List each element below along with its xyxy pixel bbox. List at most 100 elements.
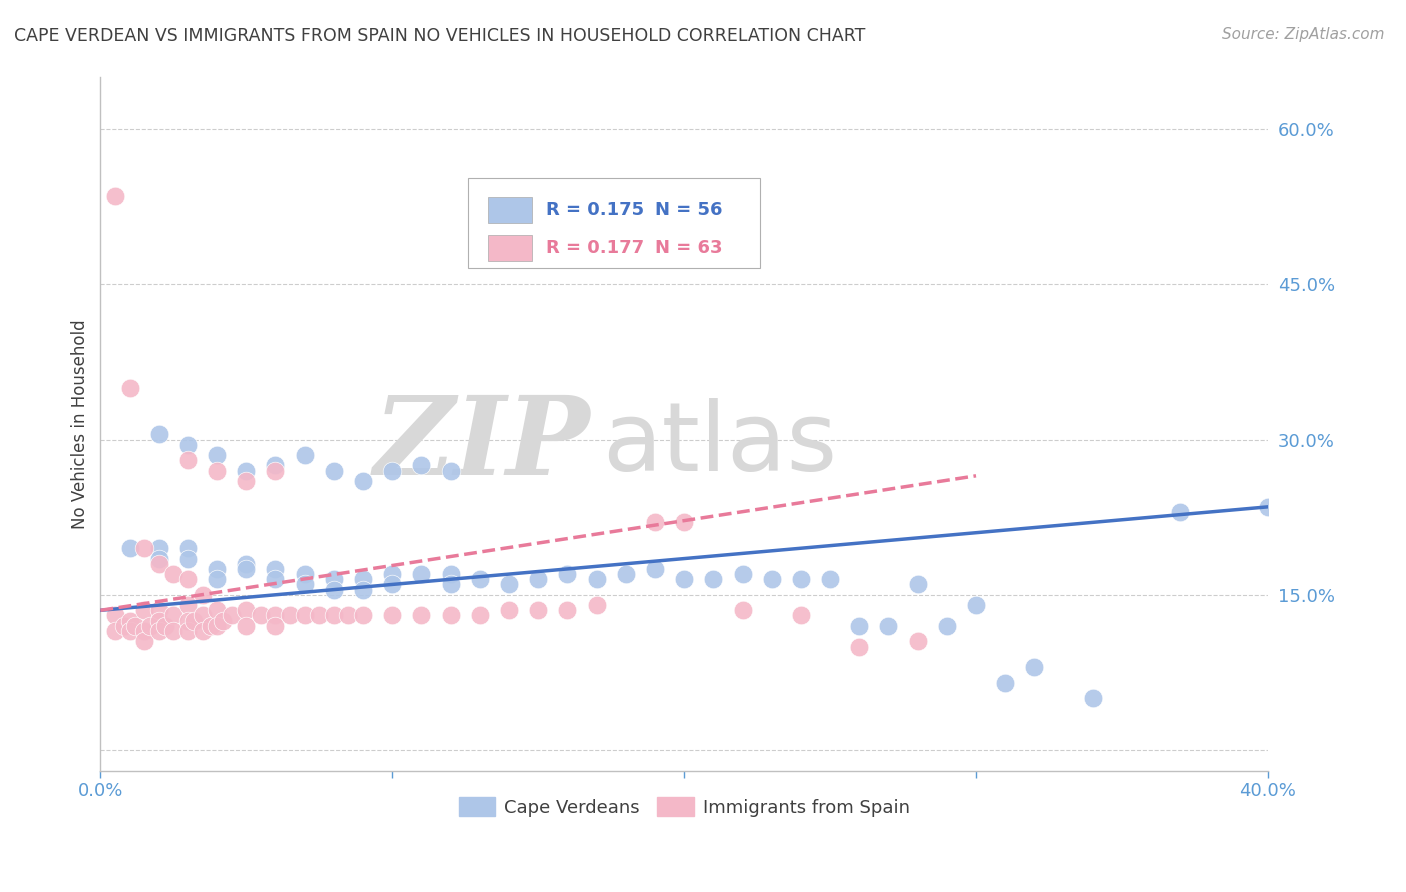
Point — [994, 675, 1017, 690]
Point — [1024, 660, 1046, 674]
Text: N = 56: N = 56 — [655, 201, 723, 219]
Point — [761, 572, 783, 586]
Point — [205, 464, 228, 478]
Point — [498, 577, 520, 591]
Text: R = 0.175: R = 0.175 — [547, 201, 644, 219]
Point — [177, 438, 200, 452]
Point — [439, 567, 461, 582]
Point — [124, 619, 146, 633]
Point — [148, 551, 170, 566]
Point — [527, 572, 550, 586]
Point — [118, 381, 141, 395]
Point — [162, 608, 184, 623]
Point — [877, 619, 900, 633]
Point — [907, 577, 929, 591]
Point — [177, 598, 200, 612]
Point — [235, 562, 257, 576]
Point — [965, 598, 987, 612]
Point — [177, 453, 200, 467]
Point — [381, 464, 404, 478]
Point — [352, 582, 374, 597]
Point — [322, 572, 344, 586]
Point — [468, 608, 491, 623]
Point — [139, 619, 162, 633]
FancyBboxPatch shape — [488, 196, 533, 223]
Text: N = 63: N = 63 — [655, 239, 723, 257]
Point — [134, 541, 156, 556]
Point — [818, 572, 841, 586]
FancyBboxPatch shape — [488, 235, 533, 261]
Text: ZIP: ZIP — [374, 391, 591, 499]
Point — [148, 557, 170, 571]
Point — [118, 541, 141, 556]
Point — [162, 567, 184, 582]
Point — [673, 516, 696, 530]
Point — [337, 608, 360, 623]
Point — [352, 572, 374, 586]
Y-axis label: No Vehicles in Household: No Vehicles in Household — [72, 319, 89, 529]
Point — [250, 608, 273, 623]
Point — [134, 624, 156, 638]
Point — [1081, 691, 1104, 706]
Point — [264, 464, 287, 478]
Point — [191, 588, 214, 602]
Point — [148, 427, 170, 442]
Point — [264, 572, 287, 586]
Point — [322, 464, 344, 478]
FancyBboxPatch shape — [468, 178, 761, 268]
Point — [162, 624, 184, 638]
Point — [264, 608, 287, 623]
Point — [848, 619, 870, 633]
Point — [134, 603, 156, 617]
Point — [235, 557, 257, 571]
Text: CAPE VERDEAN VS IMMIGRANTS FROM SPAIN NO VEHICLES IN HOUSEHOLD CORRELATION CHART: CAPE VERDEAN VS IMMIGRANTS FROM SPAIN NO… — [14, 27, 866, 45]
Point — [731, 567, 754, 582]
Point — [104, 608, 127, 623]
Text: Source: ZipAtlas.com: Source: ZipAtlas.com — [1222, 27, 1385, 42]
Point — [411, 608, 433, 623]
Point — [294, 567, 316, 582]
Point — [183, 614, 205, 628]
Point — [439, 464, 461, 478]
Text: atlas: atlas — [602, 399, 838, 491]
Point — [381, 577, 404, 591]
Point — [118, 614, 141, 628]
Point — [644, 562, 666, 576]
Point — [264, 458, 287, 473]
Point — [112, 619, 135, 633]
Point — [153, 619, 176, 633]
Point — [935, 619, 957, 633]
Point — [294, 577, 316, 591]
Point — [411, 567, 433, 582]
Point — [205, 448, 228, 462]
Point — [235, 474, 257, 488]
Point — [644, 516, 666, 530]
Legend: Cape Verdeans, Immigrants from Spain: Cape Verdeans, Immigrants from Spain — [451, 790, 917, 824]
Point — [235, 603, 257, 617]
Point — [557, 603, 579, 617]
Point — [177, 572, 200, 586]
Point — [235, 464, 257, 478]
Point — [557, 567, 579, 582]
Text: R = 0.177: R = 0.177 — [547, 239, 644, 257]
Point — [104, 189, 127, 203]
Point — [148, 614, 170, 628]
Point — [118, 624, 141, 638]
Point — [294, 608, 316, 623]
Point — [148, 624, 170, 638]
Point — [907, 634, 929, 648]
Point — [322, 608, 344, 623]
Point — [205, 572, 228, 586]
Point — [278, 608, 301, 623]
Point — [381, 608, 404, 623]
Point — [1257, 500, 1279, 514]
Point — [790, 608, 813, 623]
Point — [177, 551, 200, 566]
Point — [221, 608, 243, 623]
Point — [148, 541, 170, 556]
Point — [205, 619, 228, 633]
Point — [1170, 505, 1192, 519]
Point — [294, 448, 316, 462]
Point — [468, 572, 491, 586]
Point — [790, 572, 813, 586]
